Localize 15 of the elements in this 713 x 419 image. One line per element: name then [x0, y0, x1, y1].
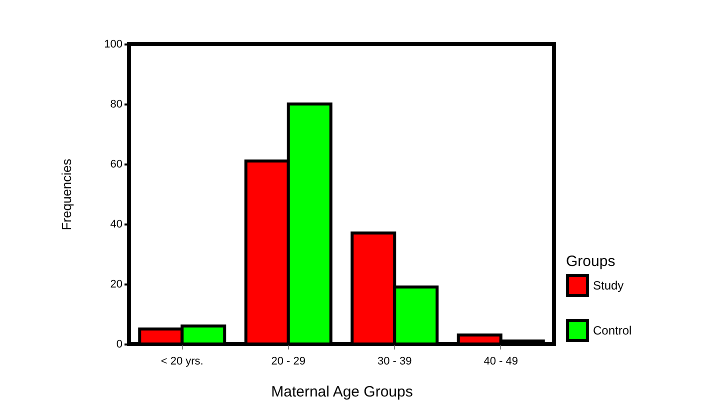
legend-label: Control [593, 324, 632, 338]
y-tick-label: 60 [110, 158, 122, 170]
legend-title: Groups [566, 253, 616, 270]
y-tick-label: 100 [104, 38, 122, 50]
y-tick-label: 80 [110, 98, 122, 110]
x-tick-label: 20 - 29 [271, 356, 306, 368]
legend-label: Study [593, 278, 624, 292]
x-tick-label: 40 - 49 [484, 356, 518, 368]
y-tick-label: 0 [116, 338, 122, 350]
y-axis-title: Frequencies [59, 158, 74, 230]
x-tick-label: < 20 yrs. [160, 356, 204, 368]
x-tick-label: 30 - 39 [378, 356, 412, 368]
y-tick-label: 20 [110, 278, 122, 290]
y-tick-label: 40 [110, 218, 122, 230]
x-axis-title: Maternal Age Groups [271, 384, 413, 400]
